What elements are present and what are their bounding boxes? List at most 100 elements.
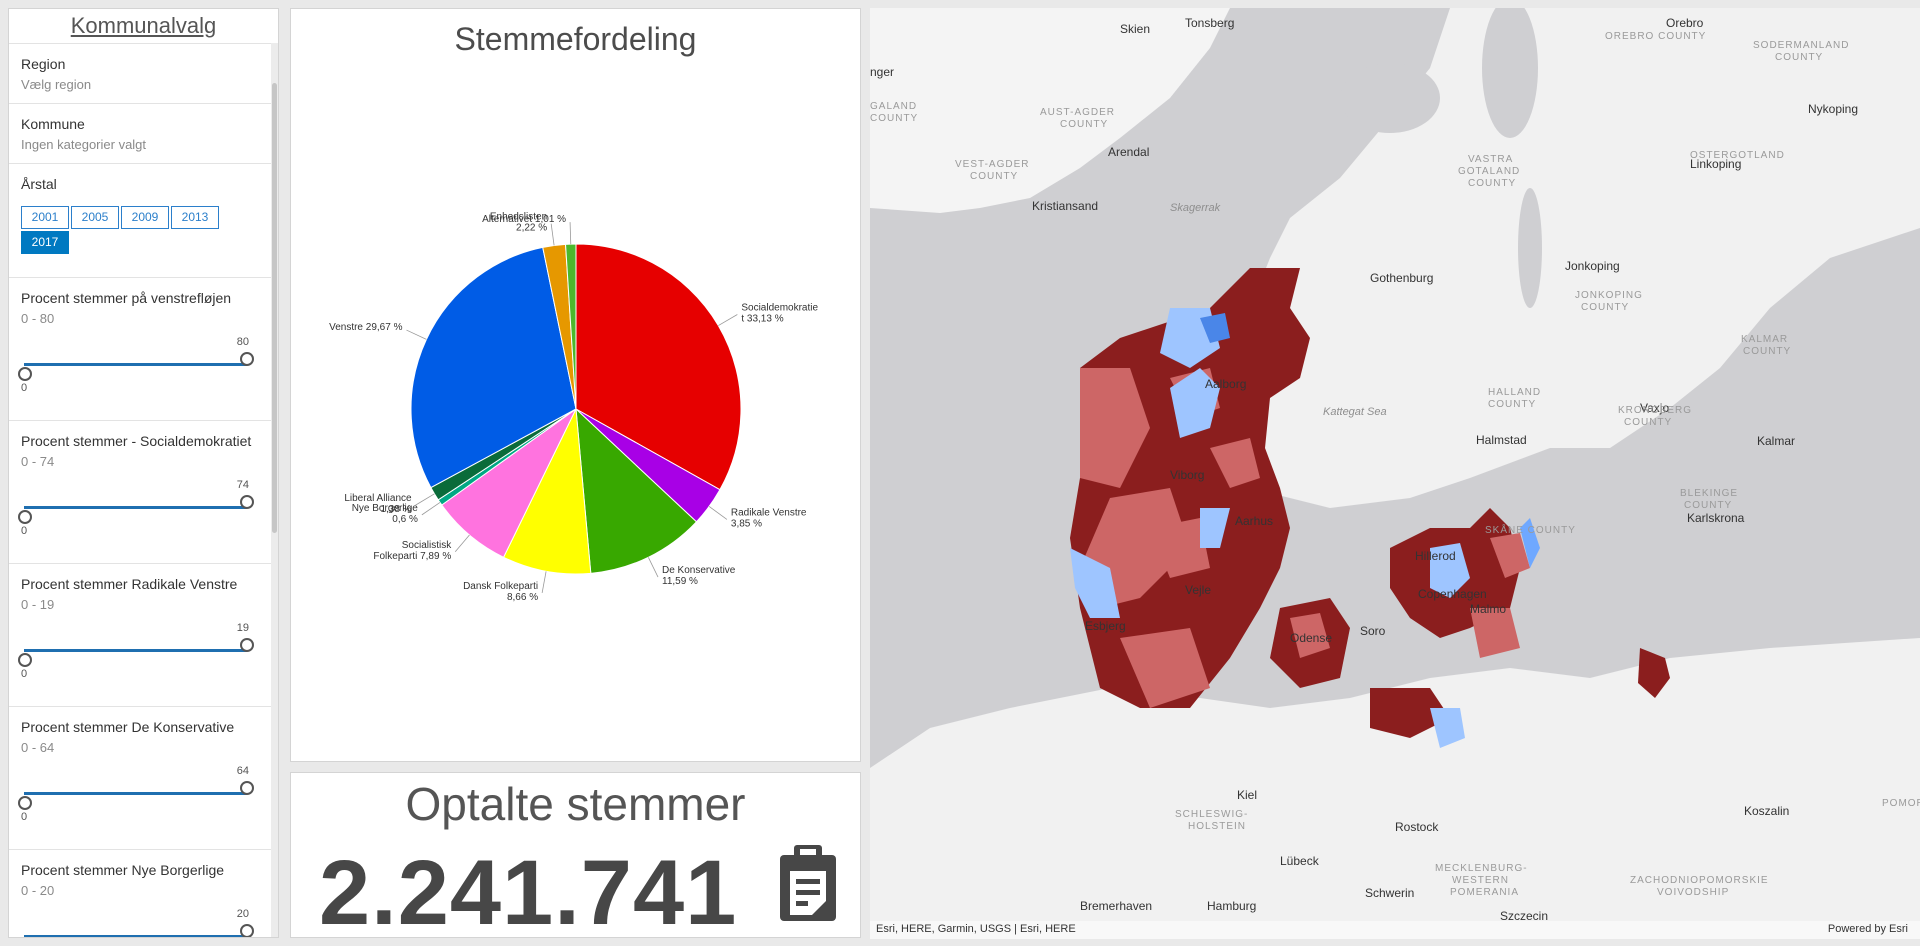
svg-text:Arendal: Arendal [1108, 145, 1149, 159]
slider-range: 0 - 80 [21, 311, 55, 326]
slider-max-handle[interactable] [240, 781, 254, 795]
svg-text:Vaxjo: Vaxjo [1640, 401, 1669, 415]
svg-text:VASTRA: VASTRA [1468, 154, 1513, 165]
year-button-2005[interactable]: 2005 [71, 206, 119, 229]
svg-text:Szczecin: Szczecin [1500, 909, 1548, 921]
pie-label-nye-borgerlige: Nye Borgerlige 0,6 % [352, 503, 419, 525]
svg-text:AUST-AGDER: AUST-AGDER [1040, 107, 1115, 118]
region-value[interactable]: Vælg region [21, 77, 92, 92]
slider-max-handle[interactable] [240, 495, 254, 509]
pie-slice-dansk-folkeparti[interactable] [502, 407, 592, 575]
svg-text:KRONOBERG: KRONOBERG [1618, 405, 1692, 416]
range-slider[interactable]: 74 0 [18, 469, 259, 554]
clipboard-icon [778, 843, 838, 928]
slider-max-handle[interactable] [240, 924, 254, 937]
year-buttons: 2001 2005 2009 2013 2017 [21, 206, 221, 254]
sidebar-scrollbar[interactable] [271, 43, 278, 937]
pie-label-alternativet: Alternativet 1,01 % [482, 214, 566, 225]
slider-min-label: 0 [21, 382, 28, 394]
pie-leader-line [718, 314, 738, 326]
slider-max-label: 64 [236, 765, 249, 777]
slider-label: Procent stemmer på venstrefløjen [21, 290, 232, 306]
svg-text:COUNTY: COUNTY [1581, 302, 1629, 313]
pie-slice-socialdemokratiet[interactable] [575, 243, 742, 491]
slider-min-handle[interactable] [18, 367, 32, 381]
year-button-2017[interactable]: 2017 [21, 231, 69, 254]
sidebar-title: Kommunalvalg [70, 13, 217, 38]
slider-filter-venstrefloejen: Procent stemmer på venstrefløjen 0 - 80 … [9, 277, 271, 420]
slider-min-handle[interactable] [18, 796, 32, 810]
kommune-filter[interactable]: Kommune Ingen kategorier valgt [9, 103, 271, 163]
svg-text:HALLAND: HALLAND [1488, 387, 1541, 398]
slider-max-handle[interactable] [240, 638, 254, 652]
svg-text:Tonsberg: Tonsberg [1185, 16, 1234, 30]
year-button-2013[interactable]: 2013 [171, 206, 219, 229]
slider-track[interactable] [24, 935, 247, 937]
svg-text:Viborg: Viborg [1170, 468, 1204, 482]
pie-label-socialdemokratiet: Socialdemokratie t 33,13 % [741, 302, 818, 324]
kommune-value[interactable]: Ingen kategorier valgt [21, 137, 147, 152]
svg-text:OREBRO COUNTY: OREBRO COUNTY [1605, 31, 1706, 42]
slider-max-label: 80 [236, 336, 249, 348]
slider-max-handle[interactable] [240, 352, 254, 366]
slider-min-label: 0 [21, 525, 28, 537]
year-filter: Årstal 2001 2005 2009 2013 2017 [9, 163, 271, 277]
slider-max-label: 20 [236, 908, 249, 920]
svg-text:Copenhagen: Copenhagen [1418, 587, 1487, 601]
vote-count-panel: Optalte stemmer 2.241.741 [290, 772, 861, 944]
pie-leader-line [421, 502, 441, 516]
pie-leader-line [406, 329, 427, 340]
range-slider[interactable]: 19 0 [18, 612, 259, 697]
svg-text:Kalmar: Kalmar [1757, 434, 1795, 448]
svg-text:Hillerod: Hillerod [1415, 549, 1456, 563]
slider-track[interactable] [24, 649, 247, 652]
map-view[interactable]: Tonsberg Skien Orebro Arendal Kristiansa… [870, 8, 1920, 939]
range-slider[interactable]: 20 0 [21, 898, 259, 937]
pie-leader-line [550, 223, 555, 246]
slider-range: 0 - 64 [21, 740, 55, 755]
pie-label-liberal-alliance: Liberal Alliance 1,38 % [344, 493, 412, 515]
svg-text:Skien: Skien [1120, 22, 1150, 36]
svg-text:COUNTY: COUNTY [1624, 417, 1672, 428]
pie-leader-line [415, 493, 435, 506]
powered-by-esri[interactable]: Powered by Esri [1827, 923, 1908, 935]
slider-track[interactable] [24, 363, 247, 366]
slider-min-handle[interactable] [18, 510, 32, 524]
region-filter[interactable]: Region Vælg region [9, 43, 271, 103]
svg-text:GOTALAND: GOTALAND [1458, 166, 1520, 177]
range-slider[interactable]: 80 0 [18, 326, 259, 411]
svg-text:COUNTY: COUNTY [1468, 178, 1516, 189]
svg-text:Odense: Odense [1290, 631, 1332, 645]
pie-slice-venstre[interactable] [410, 246, 577, 489]
slider-track[interactable] [24, 506, 247, 509]
slider-range: 0 - 20 [21, 883, 55, 898]
pie-leader-line [454, 534, 470, 553]
svg-text:Kattegat Sea: Kattegat Sea [1323, 406, 1387, 418]
slider-min-handle[interactable] [18, 653, 32, 667]
svg-text:COUNTY: COUNTY [1488, 399, 1536, 410]
basemap[interactable]: Tonsberg Skien Orebro Arendal Kristiansa… [870, 8, 1920, 923]
filter-sidebar: Kommunalvalg Region Vælg region Kommune … [8, 8, 279, 938]
pie-leader-line [647, 557, 659, 578]
year-button-2009[interactable]: 2009 [121, 206, 169, 229]
slider-label: Procent stemmer De Konservative [21, 719, 235, 735]
scrollbar-thumb[interactable] [272, 83, 277, 533]
slider-track[interactable] [24, 792, 247, 795]
attribution-text: Esri, HERE, Garmin, USGS | Esri, HERE [876, 923, 1076, 935]
svg-text:BLEKINGE: BLEKINGE [1680, 488, 1738, 499]
svg-text:Hamburg: Hamburg [1207, 899, 1256, 913]
range-slider[interactable]: 64 0 [18, 755, 259, 840]
svg-text:KALMAR: KALMAR [1741, 334, 1788, 345]
svg-text:MECKLENBURG-: MECKLENBURG- [1435, 863, 1528, 874]
svg-text:SKÅNE COUNTY: SKÅNE COUNTY [1485, 523, 1576, 536]
pie-label-de-konservative: De Konservative 11,59 % [662, 565, 736, 587]
slider-min-label: 0 [21, 668, 28, 680]
svg-text:COUNTY: COUNTY [1743, 346, 1791, 357]
pie-slice-de-konservative[interactable] [575, 407, 698, 574]
svg-text:JONKOPING: JONKOPING [1575, 290, 1643, 301]
svg-text:Malmo: Malmo [1470, 602, 1506, 616]
svg-text:Karlskrona: Karlskrona [1687, 511, 1745, 525]
svg-text:COUNTY: COUNTY [1060, 119, 1108, 130]
svg-text:Bremerhaven: Bremerhaven [1080, 899, 1152, 913]
year-button-2001[interactable]: 2001 [21, 206, 69, 229]
